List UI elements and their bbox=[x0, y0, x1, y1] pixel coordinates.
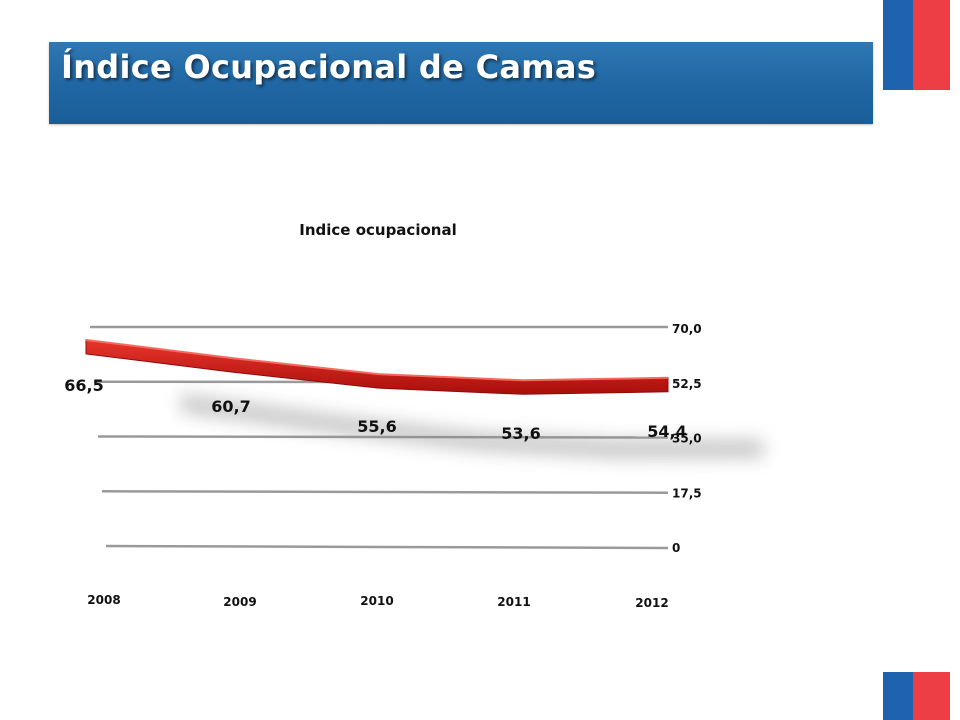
x-tick-label: 2010 bbox=[360, 594, 393, 608]
data-labels: 66,5 60,7 55,6 53,6 54,4 bbox=[64, 376, 686, 443]
flag-blue-stripe bbox=[883, 0, 913, 90]
series-point bbox=[377, 380, 379, 382]
flag-emblem-top bbox=[883, 0, 950, 90]
series-layer bbox=[85, 338, 669, 395]
x-axis-ticks: 2008 2009 2010 2011 2012 bbox=[87, 593, 668, 610]
grid-line bbox=[105, 544, 669, 550]
y-tick-label: 17,5 bbox=[672, 486, 702, 500]
y-tick-label: 70,0 bbox=[672, 322, 702, 336]
x-tick-label: 2012 bbox=[635, 596, 668, 610]
series-point bbox=[231, 364, 233, 366]
x-tick-label: 2011 bbox=[497, 595, 530, 609]
y-tick-label: 52,5 bbox=[672, 377, 702, 391]
data-label: 60,7 bbox=[211, 397, 250, 416]
flag-red-stripe bbox=[913, 0, 950, 90]
ribbon-shadow bbox=[181, 394, 763, 458]
data-label: 66,5 bbox=[64, 376, 103, 395]
series-ribbon bbox=[85, 339, 669, 395]
page-title: Índice Ocupacional de Camas bbox=[61, 48, 597, 86]
series-point bbox=[522, 386, 524, 388]
y-tick-label: 35,0 bbox=[672, 432, 702, 446]
flag-blue-stripe bbox=[883, 672, 913, 720]
series-point bbox=[667, 384, 669, 386]
x-tick-label: 2008 bbox=[87, 593, 120, 607]
flag-red-stripe bbox=[913, 672, 950, 720]
grid-line bbox=[101, 490, 669, 494]
y-axis-ticks: 0 17,5 35,0 52,5 70,0 bbox=[672, 322, 702, 555]
series-shadow bbox=[181, 394, 763, 458]
data-label: 53,6 bbox=[501, 424, 540, 443]
data-label: 55,6 bbox=[357, 417, 396, 436]
series-point bbox=[85, 346, 87, 348]
y-tick-label: 0 bbox=[672, 541, 680, 555]
flag-emblem-bottom bbox=[883, 672, 950, 720]
series-line-highlight bbox=[85, 338, 669, 382]
title-banner: Índice Ocupacional de Camas bbox=[49, 42, 873, 124]
data-label: 54,4 bbox=[647, 422, 686, 441]
chart-title: Indice ocupacional bbox=[299, 221, 456, 239]
x-tick-label: 2009 bbox=[223, 595, 256, 609]
